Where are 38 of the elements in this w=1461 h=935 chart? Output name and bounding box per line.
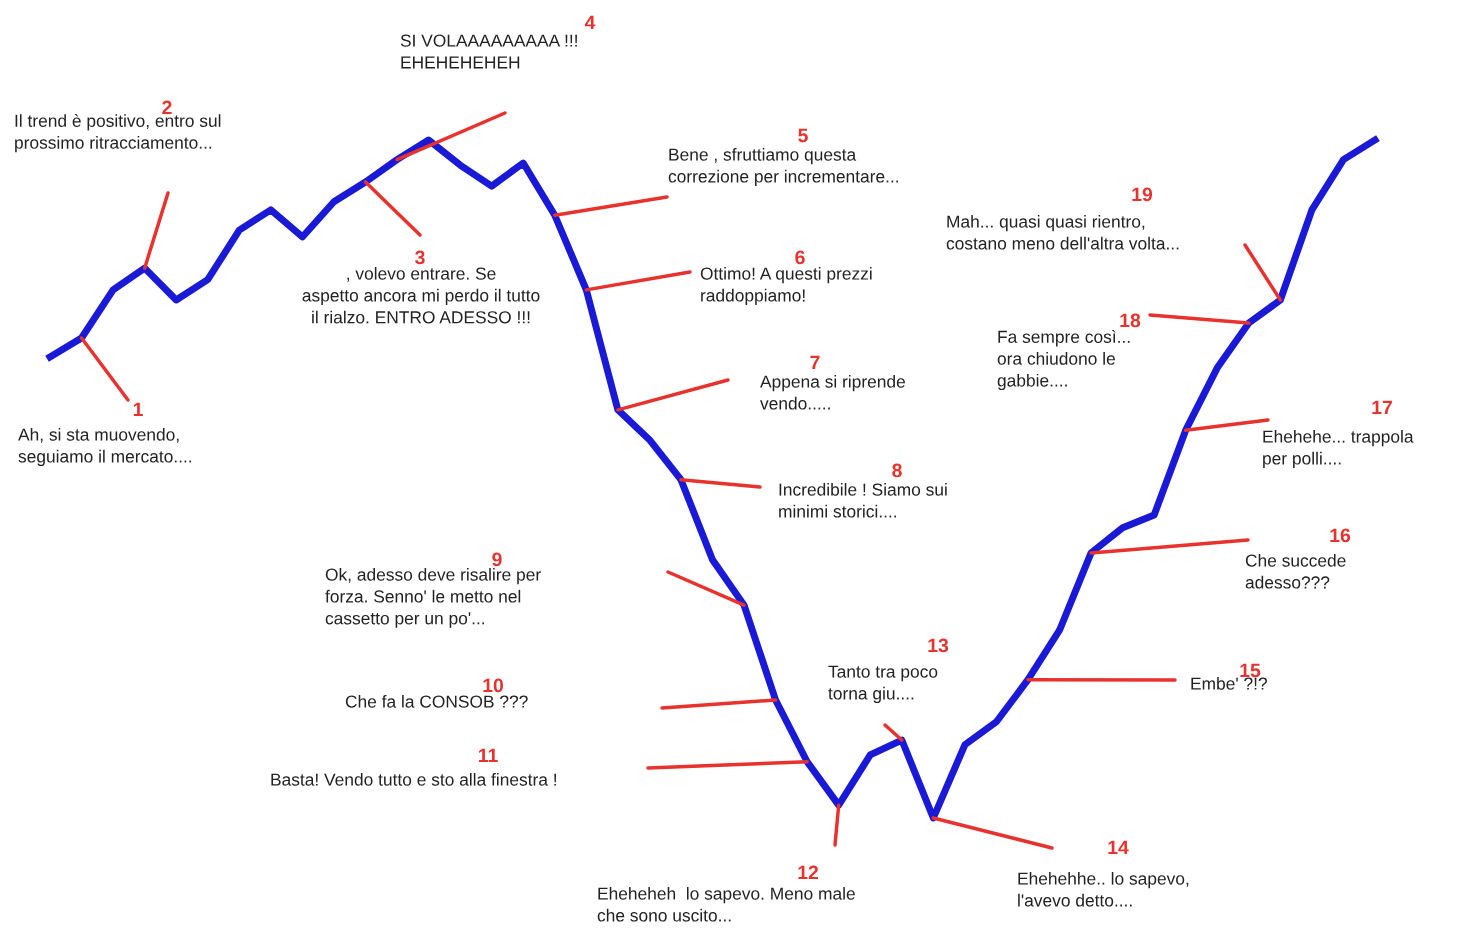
annotation: 9 [492,552,502,567]
annotation: 6 [795,250,805,265]
annotation: , volevo entrare. Se aspetto ancora mi perdo il tutto il rialzo. ENTRO ADESSO !!! [302,267,540,324]
annotation: 15 [1240,663,1261,678]
annotation: 11 [478,748,498,763]
annotation: Ottimo! A questi prezzi raddoppiamo! [700,267,872,306]
annotation: Ah, si sta muovendo, seguiamo il mercato.... [18,428,192,467]
annotation: Il trend è positivo, entro sul prossimo ritracciamento... [15,114,221,153]
annotation: 5 [798,128,808,143]
text: SI VOLAAAAAAAAA !!! EHEHEHEHEH [400,34,577,69]
text: Eheheheh lo sapevo. Meno male che sono uscito... [597,887,855,922]
text: 12 [798,865,819,880]
annotation: 19 [1132,187,1153,202]
text: 2 [162,100,172,115]
annotation: Embe' ?!? [1191,677,1267,690]
annotation: Incredibile ! Siamo sui minimi storici.... [779,483,947,518]
annotation: 7 [810,355,820,370]
text: 4 [584,15,596,30]
annotation: 16 [1330,528,1351,543]
annotation: 17 [1372,400,1392,415]
annotation: 1 [133,402,143,417]
text: Ehehehhe.. lo sapevo, l'avevo detto.... [1018,872,1189,907]
annotation: Ehehehe... trappola per polli.... [1263,430,1414,469]
annotation: Mah... quasi quasi rientro, costano meno dell'altra volta... [946,215,1179,250]
annotation: 18 [1120,313,1141,328]
annotation: Fa sempre così... ora chiudono le gabbie.... [997,330,1130,391]
annotation: Tanto tra poco torna giu.... [828,665,938,704]
annotation: 8 [892,463,902,478]
annotation: 10 [483,678,504,693]
annotation: Appena si riprende vendo..... [760,375,905,410]
annotation: Che fa la CONSOB ??? [345,695,528,708]
annotation: Bene , sfruttiamo questa correzione per incrementare... [668,148,898,187]
annotation: 13 [928,638,949,653]
annotation: 3 [415,250,425,265]
annotation: Che succede adesso??? [1245,554,1346,589]
annotation: Ok, adesso deve risalire per forza. Senno' le metto nel cassetto per un po'... [325,568,541,628]
annotation: Basta! Vendo tutto e sto alla finestra ! [271,773,557,786]
text: 14 [1108,840,1129,855]
